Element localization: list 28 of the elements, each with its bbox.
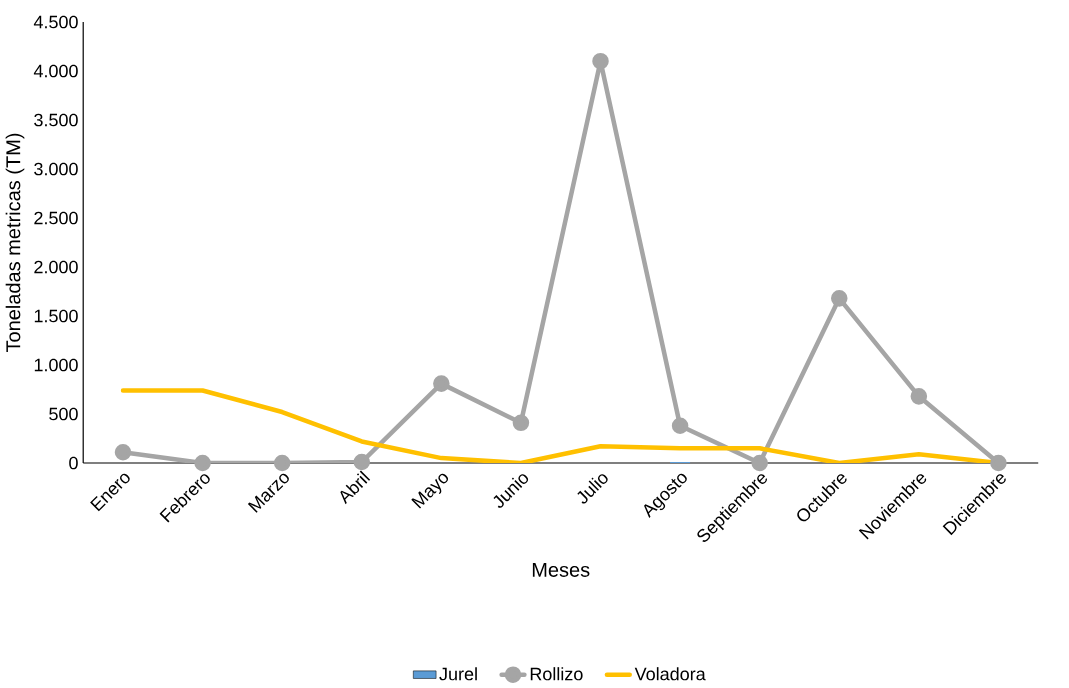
y-tick-label: 0: [69, 456, 78, 470]
y-tick-label: 3.500: [34, 113, 78, 127]
y-tick-label: 1.500: [34, 309, 78, 323]
point: [592, 53, 609, 70]
point: [830, 290, 848, 307]
point: [433, 375, 450, 393]
point: [273, 454, 291, 472]
x-axis-title: Meses: [532, 563, 590, 578]
y-tick-label: 500: [49, 407, 78, 421]
point: [353, 453, 371, 471]
y-tick-label: 4.000: [33, 64, 78, 78]
y-tick-label: 4.500: [33, 15, 78, 29]
y-tick-label: 2.000: [34, 260, 78, 274]
point: [194, 454, 211, 472]
y-tick-label: 3.000: [34, 162, 78, 176]
legend-label: Voladora: [634, 667, 706, 681]
legend-label: Jurel: [439, 667, 477, 681]
point: [910, 388, 928, 405]
point: [512, 414, 530, 432]
point: [751, 454, 768, 472]
x-tick-label: Julio: [577, 474, 608, 504]
y-tick-label: 1.000: [34, 358, 78, 372]
point: [671, 417, 689, 435]
point: [990, 454, 1007, 472]
y-axis-title: Toneladas metricas (TM): [5, 133, 25, 353]
legend-label: Rollizo: [530, 667, 583, 681]
y-tick-label: 2.500: [34, 211, 78, 225]
point: [114, 444, 132, 461]
